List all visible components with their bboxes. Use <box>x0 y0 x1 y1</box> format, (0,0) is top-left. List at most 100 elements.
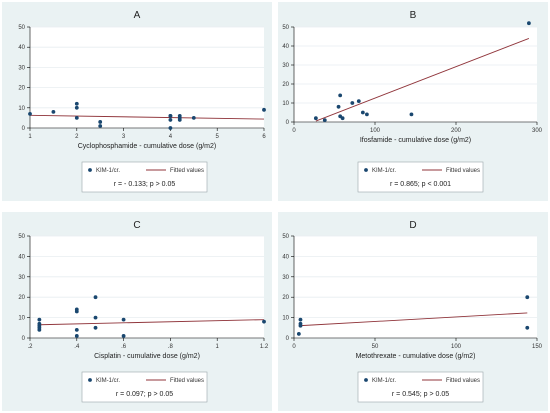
data-point <box>121 334 126 338</box>
y-tick-label: 0 <box>286 336 290 342</box>
x-tick-label: 1 <box>216 344 220 350</box>
legend-label-fit: Fitted values <box>446 168 480 174</box>
fitted-line <box>39 319 265 326</box>
y-tick-label: 40 <box>282 44 289 50</box>
x-axis-label: Ifosfamide - cumulative dose (g/m2) <box>360 137 471 144</box>
panel-b: B 0 10 20 30 40 50 0 100 200 300 Ifosfamide - cumul… <box>278 2 548 201</box>
y-tick-label: 40 <box>18 254 25 260</box>
x-tick-label: 1.2 <box>260 344 269 350</box>
x-tick-label: 5 <box>216 134 220 140</box>
data-point <box>93 325 98 330</box>
x-tick-label: .6 <box>121 344 127 350</box>
legend-label-kim: KIM-1/cr. <box>372 168 396 174</box>
panel-c: C 0 10 20 30 40 50 .2 .4 .6 .8 1 1.2 Cisplatin - cumu… <box>2 212 272 411</box>
x-axis-label: Metothrexate - cumulative dose (g/m2) <box>356 353 476 360</box>
data-point <box>177 118 182 122</box>
x-tick-label: 3 <box>122 134 126 140</box>
y-tick-label: 10 <box>282 316 289 322</box>
stat-text: r = 0.097; p > 0.05 <box>116 391 173 398</box>
legend-label-kim: KIM-1/cr. <box>372 378 396 384</box>
fitted-line <box>315 37 530 122</box>
plot-area <box>30 236 264 338</box>
legend-marker-kim <box>364 378 368 382</box>
y-tick-label: 10 <box>18 316 25 322</box>
x-tick-label: 300 <box>532 128 543 134</box>
y-tick-label: 50 <box>282 25 289 31</box>
panel-title: D <box>409 220 416 231</box>
x-tick-label: 1 <box>28 134 32 140</box>
legend-marker-kim <box>88 168 92 172</box>
panel-title: A <box>134 10 141 21</box>
data-point <box>322 118 327 122</box>
data-point <box>527 21 531 26</box>
data-point <box>98 124 103 128</box>
x-tick-label: .8 <box>168 344 174 350</box>
data-point <box>365 112 369 117</box>
y-tick-label: 20 <box>282 82 289 88</box>
data-point <box>338 93 343 98</box>
y-tick-label: 10 <box>282 101 289 107</box>
panel-d: D 0 10 20 30 40 50 0 50 100 150 Metothrexate - cumu… <box>278 212 548 411</box>
x-tick-label: 2 <box>75 134 79 140</box>
x-tick-label: 50 <box>372 344 379 350</box>
data-point <box>37 327 42 332</box>
stat-text: r = 0.545; p > 0.05 <box>392 391 449 398</box>
x-tick-label: 0 <box>292 344 296 350</box>
data-point <box>313 116 318 121</box>
y-tick-label: 20 <box>18 86 25 92</box>
data-point <box>350 101 355 105</box>
x-tick-label: 4 <box>169 134 173 140</box>
fitted-line <box>298 312 528 327</box>
fitted-line <box>29 114 265 120</box>
legend-box <box>357 161 484 193</box>
x-tick-label: 0 <box>292 128 296 134</box>
y-tick-label: 0 <box>22 126 26 132</box>
data-point <box>262 107 266 112</box>
y-tick-label: 10 <box>18 106 25 112</box>
data-point <box>298 323 303 328</box>
data-point <box>98 120 103 124</box>
data-point <box>168 118 173 122</box>
legend-label-kim: KIM-1/cr. <box>96 378 120 384</box>
panel-title: C <box>133 220 140 231</box>
x-tick-label: .2 <box>27 344 33 350</box>
data-point <box>298 317 303 322</box>
x-tick-label: 100 <box>451 344 462 350</box>
y-tick-label: 30 <box>18 65 25 71</box>
x-axis-label: Cisplatin - cumulative dose (g/m2) <box>94 353 200 360</box>
stat-text: r = - 0.133; p > 0.05 <box>114 181 176 188</box>
data-point <box>409 112 414 117</box>
data-point <box>74 327 79 332</box>
data-point <box>336 104 341 109</box>
legend-marker-kim <box>88 378 92 382</box>
data-point <box>93 295 98 300</box>
legend-label-fit: Fitted values <box>170 168 204 174</box>
data-point <box>168 126 173 130</box>
data-point <box>74 101 79 106</box>
data-point <box>360 110 365 115</box>
x-tick-label: .4 <box>74 344 80 350</box>
legend-box <box>81 371 208 403</box>
data-point <box>340 116 345 121</box>
data-point <box>74 334 79 338</box>
x-tick-label: 150 <box>532 344 543 350</box>
y-tick-label: 50 <box>18 234 25 240</box>
y-tick-label: 40 <box>282 254 289 260</box>
data-point <box>525 295 530 300</box>
data-point <box>356 99 361 103</box>
data-point <box>525 325 530 330</box>
data-point <box>121 317 126 322</box>
data-point <box>51 109 56 114</box>
stat-text: r = 0.865; p < 0.001 <box>390 181 451 188</box>
y-tick-label: 20 <box>18 295 25 301</box>
y-tick-label: 50 <box>18 25 25 31</box>
x-tick-label: 200 <box>451 128 462 134</box>
panel-title: B <box>410 10 417 21</box>
legend-label-kim: KIM-1/cr. <box>96 168 120 174</box>
y-tick-label: 50 <box>282 234 289 240</box>
legend-marker-kim <box>364 168 368 172</box>
data-point <box>74 116 79 120</box>
y-tick-label: 20 <box>282 295 289 301</box>
plot-area <box>294 27 537 122</box>
y-tick-label: 0 <box>286 120 290 126</box>
